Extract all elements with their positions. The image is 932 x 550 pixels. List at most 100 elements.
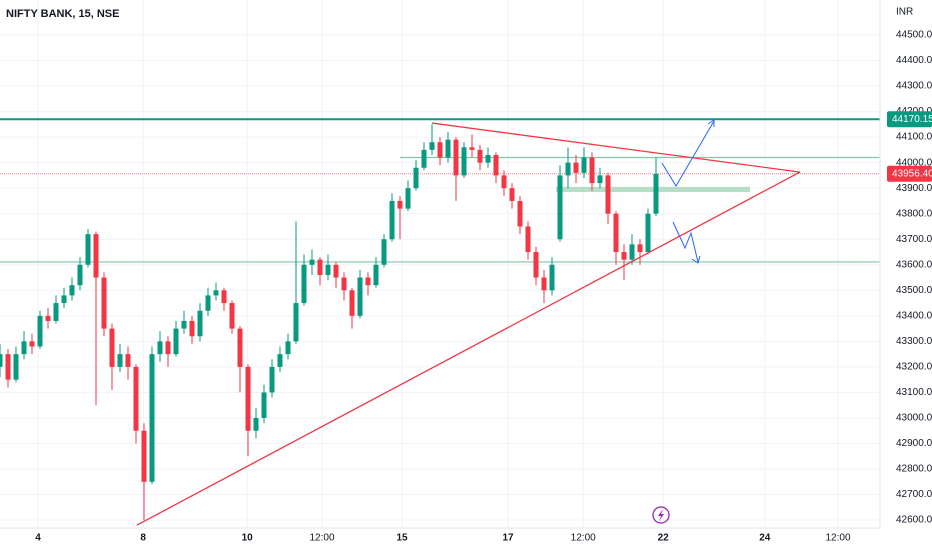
y-tick-label: 44300.00 xyxy=(896,81,932,92)
candle-body xyxy=(637,244,643,252)
price-tag xyxy=(887,165,932,182)
candle-body xyxy=(181,320,187,329)
candle-body xyxy=(405,188,411,209)
candle-body xyxy=(469,147,475,150)
candle-body xyxy=(485,154,491,163)
plot xyxy=(0,118,880,526)
candle-body xyxy=(117,354,123,367)
axis-labels: 42600.00 42700.00 42800.00 42900.00 43000.00… xyxy=(35,30,932,544)
candle-body xyxy=(421,149,427,168)
y-tick-label: 44400.00 xyxy=(896,55,932,66)
candle-body xyxy=(141,430,147,482)
x-tick-label: 22 xyxy=(658,533,670,544)
candle-body xyxy=(645,213,651,252)
candle-body xyxy=(429,142,435,150)
x-tick-label: 17 xyxy=(502,533,514,544)
candle-body xyxy=(437,142,443,158)
candle-body xyxy=(621,252,627,260)
candle-body xyxy=(461,147,467,176)
candle-body xyxy=(0,354,3,367)
y-tick-label: 42800.00 xyxy=(896,464,932,475)
candle-body xyxy=(205,295,211,311)
lightning-icon xyxy=(652,506,670,524)
y-tick-label: 43200.00 xyxy=(896,362,932,373)
candle-body xyxy=(61,295,67,304)
zone xyxy=(556,186,750,192)
candle-body xyxy=(509,188,515,201)
candle-body xyxy=(173,328,179,355)
x-tick-label: 15 xyxy=(396,533,408,544)
y-tick-label: 43100.00 xyxy=(896,387,932,398)
y-tick-label: 43600.00 xyxy=(896,259,932,270)
candle-body xyxy=(541,277,547,291)
candle-body xyxy=(373,264,379,286)
y-unit: INR xyxy=(896,7,913,18)
candle-body xyxy=(197,310,203,337)
candle-body xyxy=(605,175,611,214)
candle-body xyxy=(445,139,451,158)
candle-body xyxy=(581,157,587,173)
candle-body xyxy=(597,175,603,184)
candle-body xyxy=(109,328,115,367)
candle-body xyxy=(573,162,579,173)
candle-body xyxy=(653,173,659,214)
x-tick-label: 24 xyxy=(759,533,771,544)
candle-body xyxy=(389,200,395,240)
candle-body xyxy=(5,354,11,380)
candle-body xyxy=(53,303,59,321)
candle-body xyxy=(549,264,555,291)
candle-body xyxy=(69,285,75,296)
x-tick-label: 8 xyxy=(140,533,146,544)
candle-body xyxy=(101,277,107,329)
candle-body xyxy=(93,234,99,278)
x-tick-label: 12:00 xyxy=(571,533,596,544)
candle-body xyxy=(45,315,51,321)
candle-body xyxy=(533,252,539,278)
y-tick-label: 42600.00 xyxy=(896,515,932,526)
down-arrow xyxy=(672,221,699,263)
y-tick-label: 44500.00 xyxy=(896,30,932,41)
y-tick-label: 43000.00 xyxy=(896,413,932,424)
candle-body xyxy=(237,328,243,367)
x-tick-label: 4 xyxy=(35,533,41,544)
x-tick-label: 12:00 xyxy=(309,533,334,544)
y-tick-label: 43700.00 xyxy=(896,234,932,245)
candle-body xyxy=(309,259,315,265)
candle-body xyxy=(381,239,387,265)
y-tick-label: 43500.00 xyxy=(896,285,932,296)
x-tick-label: 12:00 xyxy=(825,533,850,544)
candle-body xyxy=(29,341,35,347)
candle-body xyxy=(245,366,251,431)
candle-body xyxy=(349,290,355,316)
y-tick-label: 42700.00 xyxy=(896,489,932,500)
y-tick-label: 43400.00 xyxy=(896,310,932,321)
candle-body xyxy=(557,175,563,240)
up-arrow xyxy=(661,120,715,187)
candle-body xyxy=(357,277,363,316)
candle-body xyxy=(589,157,595,184)
candle-body xyxy=(277,354,283,367)
y-tick-label: 42900.00 xyxy=(896,438,932,449)
candle-body xyxy=(221,290,227,304)
candle-body xyxy=(341,277,347,291)
candle-body xyxy=(13,354,19,380)
projection-arrows xyxy=(661,119,715,264)
chart-title: NIFTY BANK, 15, NSE xyxy=(6,8,120,20)
candle-body xyxy=(149,354,155,482)
candle-body xyxy=(21,341,27,355)
trendline xyxy=(431,122,801,173)
y-tick-label: 43800.00 xyxy=(896,208,932,219)
trendline xyxy=(136,171,801,526)
candle-body xyxy=(413,167,419,189)
candle-body xyxy=(629,244,635,260)
y-tick-label: 44000.00 xyxy=(896,157,932,168)
candle-body xyxy=(525,226,531,252)
candle-body xyxy=(85,234,91,265)
y-tick-label: 44100.00 xyxy=(896,132,932,143)
candle-body xyxy=(317,259,323,275)
candle-body xyxy=(285,341,291,355)
candle-body xyxy=(253,417,259,431)
candle-body xyxy=(37,315,43,347)
